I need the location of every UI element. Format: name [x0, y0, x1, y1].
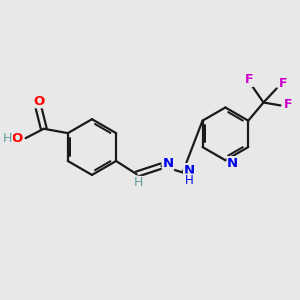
Text: N: N [184, 164, 195, 177]
Text: H: H [3, 132, 12, 145]
Text: N: N [162, 157, 174, 170]
Text: F: F [279, 76, 287, 90]
Text: H: H [185, 174, 194, 187]
Text: F: F [244, 74, 253, 86]
Text: O: O [33, 95, 44, 108]
Text: O: O [12, 132, 23, 145]
Text: H: H [134, 176, 143, 190]
Text: F: F [284, 98, 292, 111]
Text: N: N [227, 157, 238, 170]
